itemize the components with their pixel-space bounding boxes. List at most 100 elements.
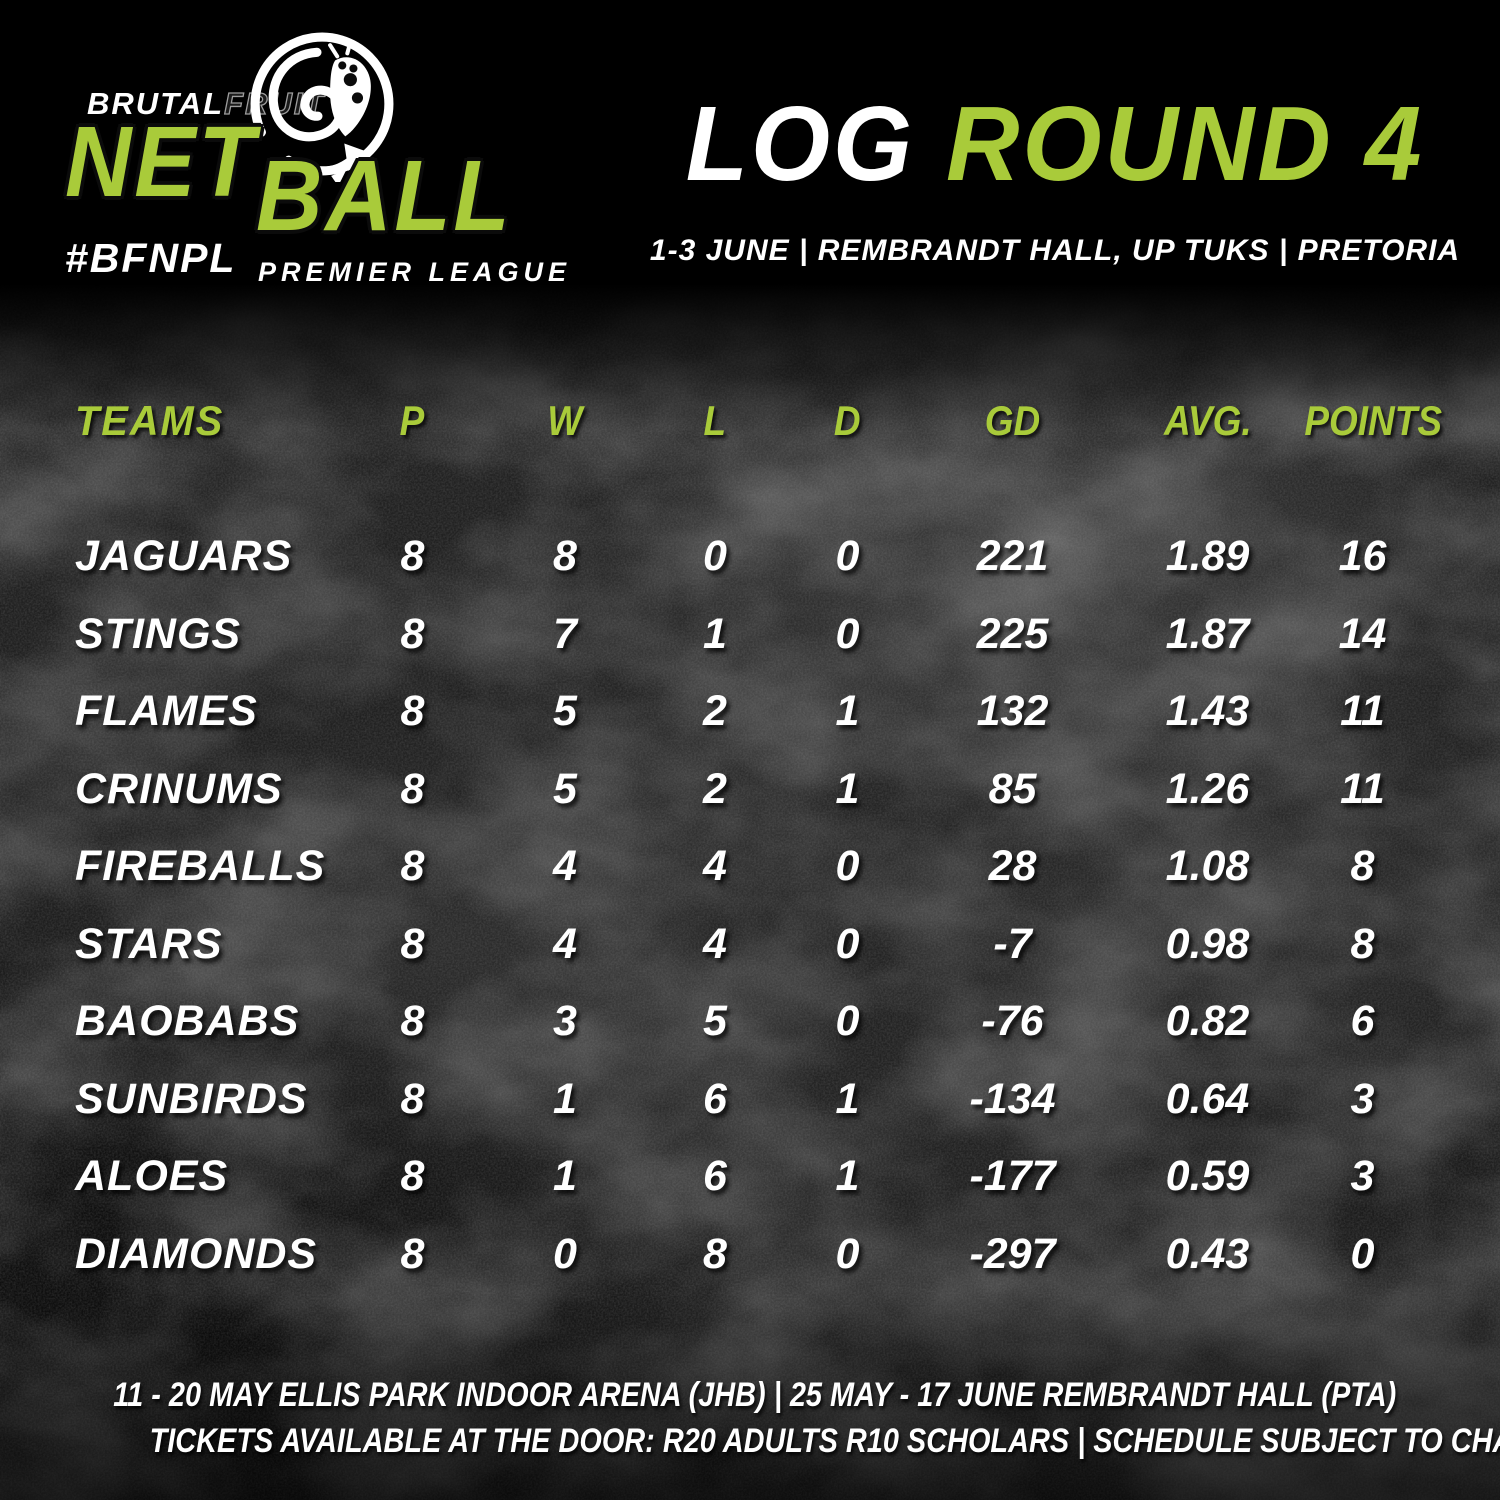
average-value: 1.43	[1165, 687, 1250, 736]
goal-difference-value: 132	[976, 687, 1049, 736]
draws-value: 1	[835, 1152, 860, 1201]
points-value: 14	[1338, 609, 1387, 658]
wins-value: 4	[553, 919, 577, 968]
goal-difference-value: -177	[969, 1152, 1056, 1201]
losses-value: 2	[703, 687, 727, 736]
team-name: STINGS	[75, 609, 242, 658]
points-value: 0	[1350, 1229, 1375, 1278]
wins-value: 7	[553, 609, 577, 658]
played-value: 8	[400, 919, 425, 968]
title-log-text: LOG	[685, 85, 915, 203]
logo-word-net: NET	[65, 106, 258, 218]
standings-table: TEAMS P W L D GD AVG. POINTS JAGUARS 8 8…	[75, 390, 1442, 1293]
header-draws: D	[834, 397, 861, 444]
table-row: BAOBABS 8 3 5 0 -76 0.82 6	[75, 983, 1430, 1061]
points-value: 6	[1350, 997, 1375, 1046]
top-black-band	[0, 0, 1500, 430]
points-value: 3	[1350, 1152, 1375, 1201]
ladybug-swirl-icon	[250, 32, 394, 182]
played-value: 8	[400, 687, 425, 736]
played-value: 8	[400, 764, 425, 813]
draws-value: 0	[835, 842, 860, 891]
played-value: 8	[400, 997, 425, 1046]
losses-value: 5	[703, 997, 727, 1046]
average-value: 1.08	[1165, 842, 1250, 891]
table-header-row: TEAMS P W L D GD AVG. POINTS	[75, 390, 1442, 452]
table-row: DIAMONDS 8 0 8 0 -297 0.43 0	[75, 1216, 1430, 1294]
page-title: LOG ROUND 4	[637, 90, 1472, 198]
draws-value: 1	[835, 764, 860, 813]
title-block: LOG ROUND 4 1-3 JUNE | REMBRANDT HALL, U…	[620, 90, 1490, 268]
losses-value: 8	[703, 1229, 727, 1278]
draws-value: 0	[835, 532, 860, 581]
team-name: ALOES	[75, 1152, 229, 1201]
losses-value: 4	[703, 842, 727, 891]
table-body: JAGUARS 8 8 0 0 221 1.89 16 STINGS 8 7 1…	[75, 518, 1430, 1293]
losses-value: 2	[703, 764, 727, 813]
table-row: ALOES 8 1 6 1 -177 0.59 3	[75, 1138, 1430, 1216]
losses-value: 6	[703, 1152, 727, 1201]
losses-value: 6	[703, 1074, 727, 1123]
points-value: 8	[1350, 842, 1375, 891]
team-name: FLAMES	[75, 687, 258, 736]
draws-value: 0	[835, 1229, 860, 1278]
points-value: 11	[1340, 764, 1385, 813]
hashtag-label: #BFNPL	[65, 235, 237, 281]
draws-value: 0	[835, 609, 860, 658]
footer-venues-line: 11 - 20 MAY ELLIS PARK INDOOR ARENA (JHB…	[113, 1376, 1397, 1414]
average-value: 0.82	[1165, 997, 1250, 1046]
premier-league-label: PREMIER LEAGUE	[258, 257, 572, 287]
table-row: FLAMES 8 5 2 1 132 1.43 11	[75, 673, 1430, 751]
draws-value: 1	[835, 1074, 860, 1123]
table-row: CRINUMS 8 5 2 1 85 1.26 11	[75, 751, 1430, 829]
played-value: 8	[400, 532, 425, 581]
table-row: SUNBIRDS 8 1 6 1 -134 0.64 3	[75, 1061, 1430, 1139]
header-goal-difference: GD	[984, 397, 1041, 444]
wins-value: 0	[553, 1229, 577, 1278]
average-value: 1.89	[1165, 532, 1250, 581]
draws-value: 0	[835, 997, 860, 1046]
header-average: AVG.	[1163, 397, 1252, 444]
draws-value: 0	[835, 919, 860, 968]
average-value: 1.87	[1165, 609, 1250, 658]
brand-bold-text: BRUTAL	[87, 86, 225, 121]
losses-value: 0	[703, 532, 727, 581]
goal-difference-value: -7	[993, 919, 1032, 968]
wins-value: 1	[553, 1074, 577, 1123]
header-points: POINTS	[1304, 397, 1442, 444]
table-row: FIREBALLS 8 4 4 0 28 1.08 8	[75, 828, 1430, 906]
points-value: 11	[1340, 687, 1385, 736]
bfnpl-logo: BRUTALFRUIT NET BALL #BFNPL PREMIER LEAG…	[60, 28, 566, 298]
wins-value: 4	[553, 842, 577, 891]
wins-value: 3	[553, 997, 577, 1046]
goal-difference-value: 225	[976, 609, 1049, 658]
played-value: 8	[400, 1074, 425, 1123]
wins-value: 5	[553, 687, 577, 736]
points-value: 3	[1350, 1074, 1375, 1123]
losses-value: 1	[703, 609, 727, 658]
goal-difference-value: -134	[969, 1074, 1056, 1123]
footer-tickets-line: TICKETS AVAILABLE AT THE DOOR: R20 ADULT…	[149, 1422, 1500, 1460]
team-name: BAOBABS	[75, 997, 300, 1046]
table-row: STINGS 8 7 1 0 225 1.87 14	[75, 596, 1430, 674]
team-name: SUNBIRDS	[75, 1074, 308, 1123]
team-name: DIAMONDS	[75, 1229, 318, 1278]
goal-difference-value: -76	[981, 997, 1044, 1046]
wins-value: 5	[553, 764, 577, 813]
wins-value: 1	[553, 1152, 577, 1201]
points-value: 8	[1350, 919, 1375, 968]
average-value: 0.64	[1165, 1074, 1250, 1123]
played-value: 8	[400, 1152, 425, 1201]
average-value: 0.43	[1165, 1229, 1250, 1278]
losses-value: 4	[703, 919, 727, 968]
played-value: 8	[400, 609, 425, 658]
event-subtitle: 1-3 JUNE | REMBRANDT HALL, UP TUKS | PRE…	[649, 234, 1461, 268]
header-wins: W	[547, 397, 583, 444]
goal-difference-value: 85	[988, 764, 1037, 813]
table-row: STARS 8 4 4 0 -7 0.98 8	[75, 906, 1430, 984]
team-name: STARS	[75, 919, 223, 968]
average-value: 0.98	[1165, 919, 1250, 968]
header-losses: L	[703, 397, 727, 444]
header-teams: TEAMS	[75, 397, 225, 444]
